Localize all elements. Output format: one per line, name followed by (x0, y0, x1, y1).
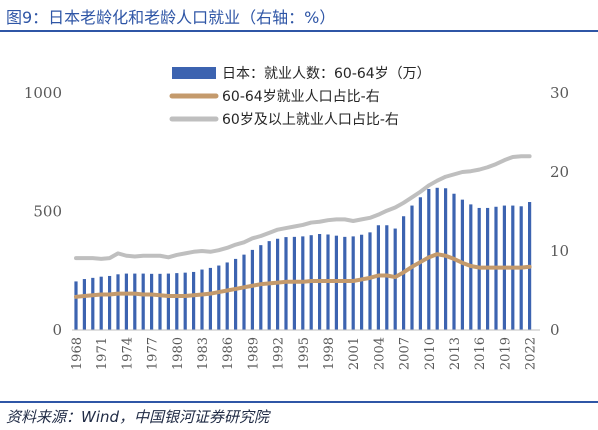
right-tick-label-0: 0 (550, 321, 560, 339)
right-tick-label-1: 10 (550, 242, 569, 260)
source-rule (0, 401, 598, 403)
x-tick-label-1998: 1998 (322, 337, 337, 370)
bar-1983 (200, 269, 204, 330)
x-tick-label-2001: 2001 (347, 337, 362, 370)
bar-1991 (267, 241, 271, 331)
bar-1990 (259, 245, 263, 330)
bar-1973 (116, 274, 120, 330)
bar-1977 (150, 273, 154, 330)
x-tick-label-1974: 1974 (120, 337, 135, 370)
bar-1970 (91, 277, 95, 330)
right-axis: 0 10 20 30 (550, 84, 569, 339)
line-60plus-share (74, 154, 532, 261)
x-tick-label-1986: 1986 (221, 337, 236, 370)
x-tick-label-2007: 2007 (398, 337, 413, 370)
bar-1969 (82, 279, 86, 330)
legend-swatch-0 (172, 67, 216, 79)
bar-1985 (217, 265, 221, 330)
x-tick-label-1989: 1989 (246, 337, 261, 370)
right-tick-label-2: 20 (550, 163, 569, 181)
bar-1976 (141, 273, 145, 330)
bar-1982 (192, 271, 196, 330)
x-tick-label-1977: 1977 (146, 337, 161, 370)
x-tick-label-1980: 1980 (171, 337, 186, 370)
left-tick-label-0: 0 (52, 321, 62, 339)
x-tick-label-2016: 2016 (473, 337, 488, 370)
figure-title: 图9：日本老龄化和老龄人口就业（右轴：%） (6, 8, 336, 27)
x-tick-label-1983: 1983 (196, 337, 211, 370)
x-axis: 1968 1971 1974 1977 1980 1983 1986 1989 1992 1995… (70, 329, 540, 370)
bar-2012 (444, 188, 448, 330)
x-tick-label-1995: 1995 (297, 337, 312, 370)
left-tick-label-1: 500 (33, 203, 62, 221)
bar-1989 (250, 249, 254, 330)
bar-2002 (360, 234, 364, 330)
bar-1987 (234, 258, 238, 330)
bar-1984 (208, 267, 212, 330)
line-series (74, 154, 532, 299)
bar-1981 (183, 272, 187, 330)
bar-2013 (452, 193, 456, 330)
bar-2004 (376, 225, 380, 330)
x-tick-label-1968: 1968 (70, 337, 85, 370)
bar-1974 (124, 273, 128, 330)
bar-1972 (108, 275, 112, 330)
bar-series (74, 187, 532, 331)
bar-2011 (435, 187, 439, 330)
bar-1975 (133, 273, 137, 330)
bar-1986 (225, 262, 229, 330)
x-tick-label-1992: 1992 (272, 337, 287, 370)
bar-1979 (166, 273, 170, 330)
bar-2001 (351, 236, 355, 330)
x-tick-label-2019: 2019 (498, 337, 513, 370)
bar-2000 (343, 236, 347, 330)
x-tick-label-1971: 1971 (95, 337, 110, 370)
chart: 日本：就业人数：60-64岁（万） 60-64岁就业人口占比-右 60岁及以上就业人… (24, 66, 569, 370)
line-60-64-share (74, 252, 532, 299)
x-tick-label-2010: 2010 (423, 337, 438, 370)
title-rule (0, 30, 598, 32)
left-axis: 0 500 1000 (24, 84, 62, 339)
legend-label-1: 60-64岁就业人口占比-右 (222, 89, 380, 105)
bar-1971 (99, 276, 103, 330)
x-tick-label-2022: 2022 (524, 337, 539, 370)
bar-1978 (158, 273, 162, 330)
figure-source: 资料来源：Wind，中国银河证券研究院 (6, 408, 270, 426)
x-tick-label-2013: 2013 (448, 337, 463, 370)
right-tick-label-3: 30 (550, 84, 569, 102)
bar-1988 (242, 254, 246, 330)
x-tick-label-2004: 2004 (372, 337, 387, 370)
bar-2006 (393, 228, 397, 330)
legend-label-0: 日本：就业人数：60-64岁（万） (222, 66, 431, 82)
legend-label-2: 60岁及以上就业人口占比-右 (222, 112, 399, 128)
bar-2005 (385, 225, 389, 330)
left-tick-label-2: 1000 (24, 84, 62, 102)
bar-1980 (175, 273, 179, 330)
bar-2003 (368, 232, 372, 330)
legend: 日本：就业人数：60-64岁（万） 60-64岁就业人口占比-右 60岁及以上就业人… (169, 66, 431, 128)
bar-1968 (74, 281, 78, 330)
